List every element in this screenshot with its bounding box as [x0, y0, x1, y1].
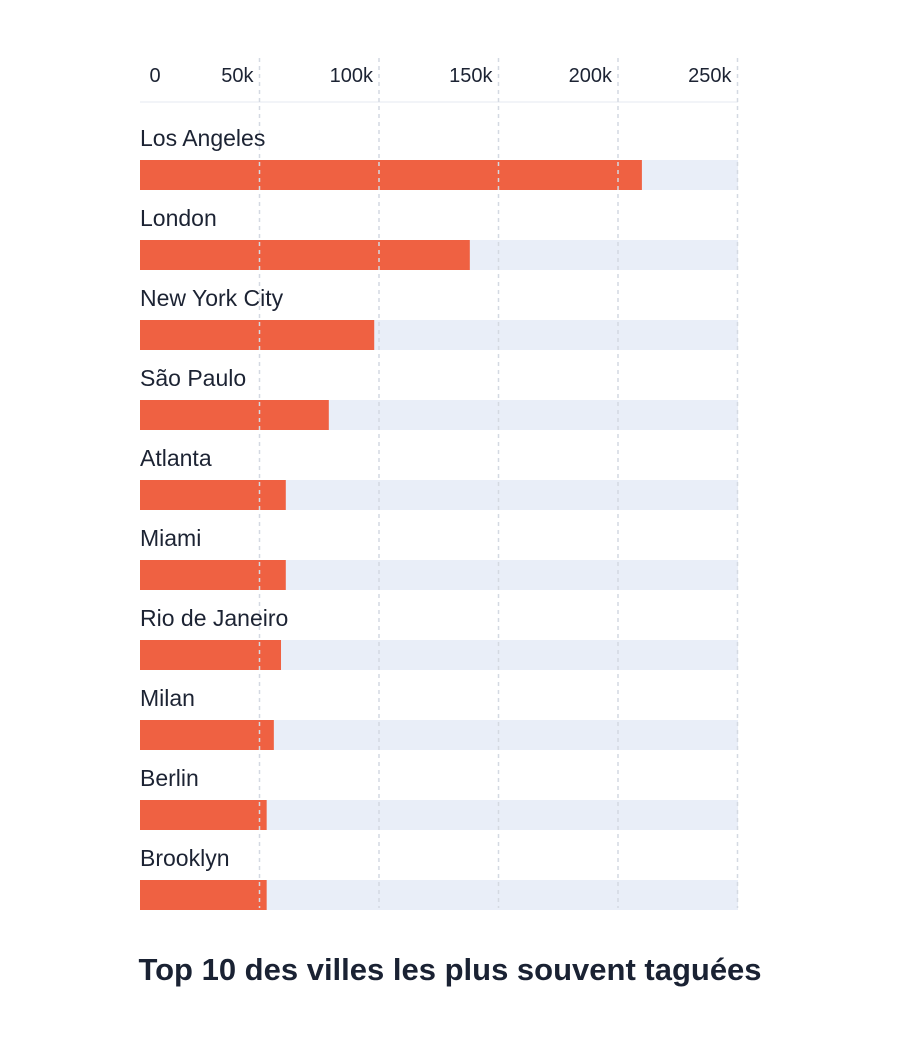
x-axis-ticks: 0 50k 100k 150k 200k 250k Los Angeles London New…: [140, 65, 732, 871]
bar: [140, 880, 267, 910]
category-label: Milan: [140, 685, 195, 711]
category-label: Atlanta: [140, 445, 212, 471]
bar: [140, 640, 282, 670]
bars: [140, 160, 738, 910]
bar-chart: 0 50k 100k 150k 200k 250k Los Angeles London New…: [140, 58, 739, 910]
bar: [140, 720, 274, 750]
x-tick-label: 250k: [688, 65, 732, 87]
bar: [140, 400, 329, 430]
category-label: Miami: [140, 525, 201, 551]
bar: [140, 560, 286, 590]
x-tick-label: 50k: [221, 65, 254, 87]
bar: [140, 160, 642, 190]
bar: [140, 800, 267, 830]
category-label: London: [140, 205, 217, 231]
x-tick-label: 0: [149, 65, 160, 87]
x-tick-label: 150k: [449, 65, 493, 87]
category-label: São Paulo: [140, 365, 246, 391]
bar: [140, 480, 286, 510]
grid-lines: [258, 58, 739, 908]
category-label: Brooklyn: [140, 845, 229, 871]
x-tick-label: 100k: [330, 65, 374, 87]
bar: [140, 240, 470, 270]
x-tick-label: 200k: [569, 65, 613, 87]
bar: [140, 320, 375, 350]
chart-title: Top 10 des villes les plus souvent tagué…: [138, 952, 762, 987]
category-label: Rio de Janeiro: [140, 605, 288, 631]
category-label: New York City: [140, 285, 284, 311]
category-label: Los Angeles: [140, 125, 265, 151]
category-label: Berlin: [140, 765, 199, 791]
